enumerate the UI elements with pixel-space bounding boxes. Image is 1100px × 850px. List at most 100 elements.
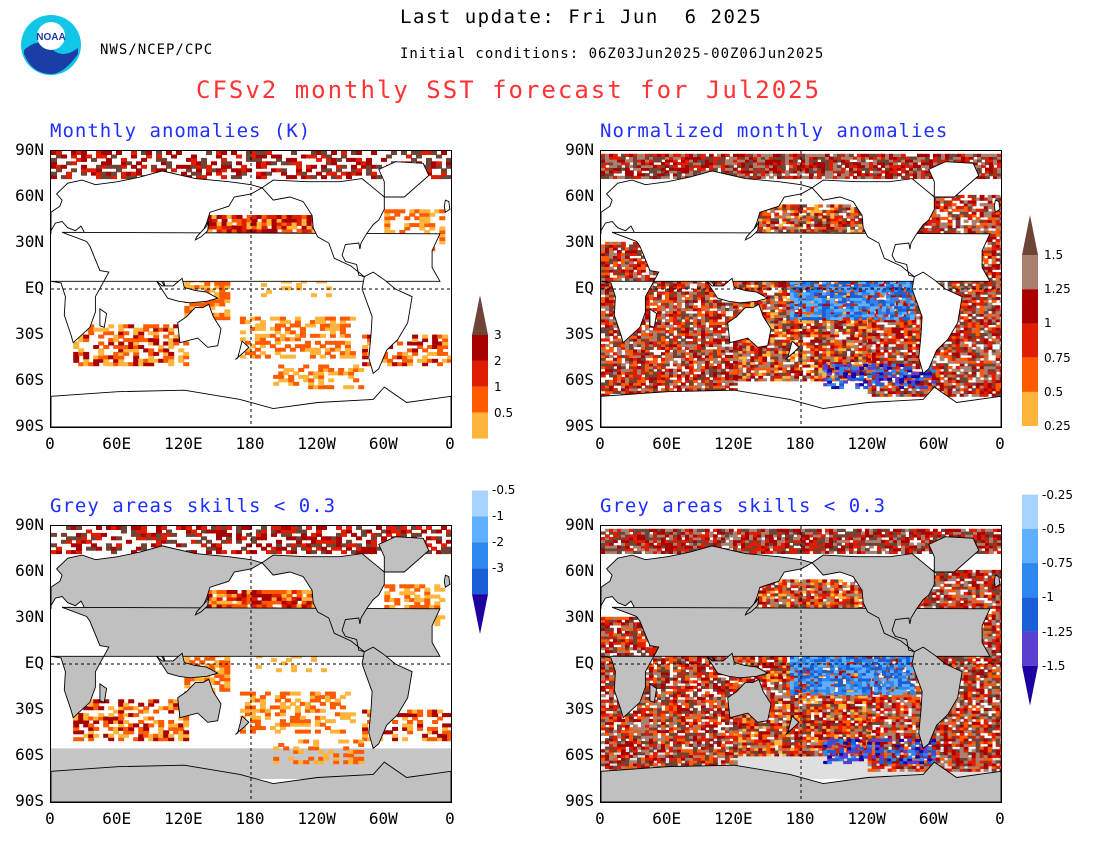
anomaly-cell bbox=[93, 355, 100, 360]
anomaly-cell bbox=[781, 159, 786, 163]
anomaly-cell bbox=[825, 167, 830, 171]
anomaly-cell bbox=[661, 388, 666, 392]
anomaly-cell bbox=[721, 170, 726, 174]
anomaly-cell bbox=[750, 364, 756, 368]
anomaly-cell bbox=[701, 324, 706, 328]
anomaly-cell bbox=[153, 341, 160, 346]
anomaly-cell bbox=[777, 159, 782, 163]
anomaly-cell bbox=[826, 284, 832, 288]
anomaly-cell bbox=[621, 371, 626, 375]
anomaly-cell bbox=[789, 162, 794, 166]
anomaly-cell bbox=[661, 335, 666, 339]
anomaly-cell bbox=[697, 167, 702, 171]
anomaly-cell bbox=[814, 334, 820, 338]
anomaly-cell bbox=[806, 364, 812, 368]
anomaly-cell bbox=[609, 164, 614, 168]
anomaly-cell bbox=[869, 175, 874, 179]
anomaly-cell bbox=[216, 215, 223, 219]
anomaly-cell bbox=[781, 156, 786, 160]
anomaly-cell bbox=[778, 295, 784, 299]
anomaly-cell bbox=[288, 374, 295, 379]
anomaly-cell bbox=[862, 331, 868, 335]
anomaly-cell bbox=[681, 285, 686, 290]
anomaly-cell bbox=[81, 168, 87, 173]
anomaly-cell bbox=[797, 156, 802, 160]
anomaly-cell bbox=[133, 345, 140, 349]
anomaly-cell bbox=[717, 164, 722, 168]
anomaly-cell bbox=[601, 305, 606, 309]
anomaly-cell bbox=[629, 250, 634, 254]
anomaly-cell bbox=[909, 167, 914, 171]
anomaly-cell bbox=[774, 325, 780, 329]
anomaly-cell bbox=[754, 356, 760, 360]
anomaly-cell bbox=[850, 364, 856, 368]
anomaly-cell bbox=[241, 228, 248, 233]
anomaly-cell bbox=[773, 167, 778, 171]
anomaly-cell bbox=[793, 175, 798, 179]
anomaly-cell bbox=[103, 362, 110, 367]
anomaly-cell bbox=[790, 207, 796, 211]
anomaly-cell bbox=[810, 378, 816, 382]
anomaly-cell bbox=[116, 164, 122, 169]
anomaly-cell bbox=[153, 358, 160, 363]
anomaly-cell bbox=[862, 350, 868, 354]
anomaly-cell bbox=[705, 162, 710, 166]
anomaly-cell bbox=[617, 263, 622, 268]
anomaly-cell bbox=[605, 274, 610, 279]
anomaly-cell bbox=[106, 164, 112, 169]
anomaly-cell bbox=[331, 157, 337, 162]
anomaly-cell bbox=[259, 344, 266, 349]
anomaly-cell bbox=[794, 303, 800, 307]
anomaly-cell bbox=[786, 312, 792, 316]
anomaly-cell bbox=[78, 351, 85, 356]
anomaly-cell bbox=[866, 358, 872, 363]
anomaly-cell bbox=[685, 316, 690, 320]
anomaly-cell bbox=[221, 218, 228, 223]
anomaly-cell bbox=[770, 323, 776, 327]
anomaly-cell bbox=[809, 167, 814, 171]
anomaly-cell bbox=[806, 375, 812, 379]
anomaly-cell bbox=[838, 375, 844, 379]
anomaly-cell bbox=[753, 173, 758, 177]
anomaly-cell bbox=[669, 294, 674, 298]
anomaly-cell bbox=[701, 159, 706, 163]
anomaly-cell bbox=[183, 362, 190, 367]
anomaly-cell bbox=[299, 333, 306, 338]
anomaly-cell bbox=[156, 151, 162, 155]
anomaly-cell bbox=[785, 159, 790, 163]
anomaly-cell bbox=[681, 283, 686, 287]
anomaly-cell bbox=[613, 368, 618, 372]
anomaly-cell bbox=[261, 171, 267, 176]
anomaly-cell bbox=[862, 336, 868, 340]
anomaly-cell bbox=[885, 167, 890, 171]
anomaly-cell bbox=[741, 170, 746, 174]
anomaly-cell bbox=[657, 354, 662, 359]
anomaly-cell bbox=[601, 252, 606, 256]
anomaly-cell bbox=[605, 319, 610, 323]
anomaly-cell bbox=[392, 362, 399, 367]
anomaly-cell bbox=[758, 353, 764, 357]
anomaly-cell bbox=[417, 341, 424, 346]
anomaly-cell bbox=[191, 164, 197, 169]
anomaly-cell bbox=[822, 350, 828, 354]
anomaly-cell bbox=[769, 153, 774, 157]
anomaly-cell bbox=[625, 354, 630, 359]
anomaly-cell bbox=[447, 358, 451, 363]
anomaly-cell bbox=[362, 362, 369, 367]
anomaly-cell bbox=[762, 347, 768, 352]
anomaly-cell bbox=[113, 338, 120, 343]
anomaly-cell bbox=[745, 175, 750, 179]
anomaly-cell bbox=[693, 313, 698, 317]
anomaly-cell bbox=[965, 159, 970, 163]
anomaly-cell bbox=[341, 154, 347, 159]
anomaly-cell bbox=[673, 327, 678, 331]
anomaly-cell bbox=[266, 161, 272, 166]
anomaly-cell bbox=[677, 313, 682, 317]
anomaly-cell bbox=[118, 362, 125, 367]
anomaly-cell bbox=[869, 162, 874, 166]
anomaly-cell bbox=[407, 341, 414, 346]
anomaly-cell bbox=[830, 226, 836, 230]
anomaly-cell bbox=[249, 354, 256, 359]
anomaly-cell bbox=[437, 334, 444, 339]
anomaly-cell bbox=[148, 338, 155, 343]
